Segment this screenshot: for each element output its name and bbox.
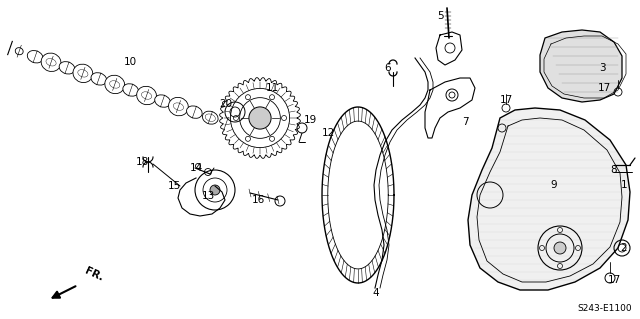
Text: 19: 19: [303, 115, 317, 125]
Text: 14: 14: [189, 163, 203, 173]
Ellipse shape: [105, 75, 125, 94]
Ellipse shape: [155, 95, 170, 107]
Polygon shape: [468, 108, 630, 290]
Text: 1: 1: [621, 180, 627, 190]
Circle shape: [210, 185, 220, 195]
Text: 12: 12: [321, 128, 335, 138]
Text: 11: 11: [266, 83, 278, 93]
Text: 4: 4: [372, 288, 380, 298]
Text: 17: 17: [607, 275, 621, 285]
Text: 7: 7: [461, 117, 468, 127]
Text: 10: 10: [124, 57, 136, 67]
Text: 2: 2: [621, 243, 627, 253]
Ellipse shape: [202, 111, 218, 124]
Polygon shape: [540, 30, 622, 102]
Ellipse shape: [123, 84, 138, 96]
Ellipse shape: [41, 53, 61, 71]
Ellipse shape: [137, 86, 157, 105]
Text: 9: 9: [550, 180, 557, 190]
Ellipse shape: [168, 97, 188, 116]
Text: 13: 13: [202, 191, 214, 201]
Text: 18: 18: [136, 157, 148, 167]
Ellipse shape: [15, 48, 23, 55]
Ellipse shape: [28, 50, 43, 63]
Text: 15: 15: [168, 181, 180, 191]
Circle shape: [554, 242, 566, 254]
Ellipse shape: [73, 64, 93, 83]
Text: 5: 5: [436, 11, 444, 21]
Text: 16: 16: [252, 195, 264, 205]
Text: 8: 8: [611, 165, 618, 175]
Ellipse shape: [91, 73, 107, 85]
Text: S243-E1100: S243-E1100: [577, 304, 632, 313]
Text: 17: 17: [597, 83, 611, 93]
Ellipse shape: [59, 62, 75, 74]
Ellipse shape: [186, 106, 202, 118]
Text: 20: 20: [220, 99, 232, 109]
Text: 3: 3: [598, 63, 605, 73]
Text: FR.: FR.: [83, 266, 105, 283]
Text: 6: 6: [385, 63, 391, 73]
Circle shape: [249, 107, 271, 129]
Text: 17: 17: [499, 95, 513, 105]
